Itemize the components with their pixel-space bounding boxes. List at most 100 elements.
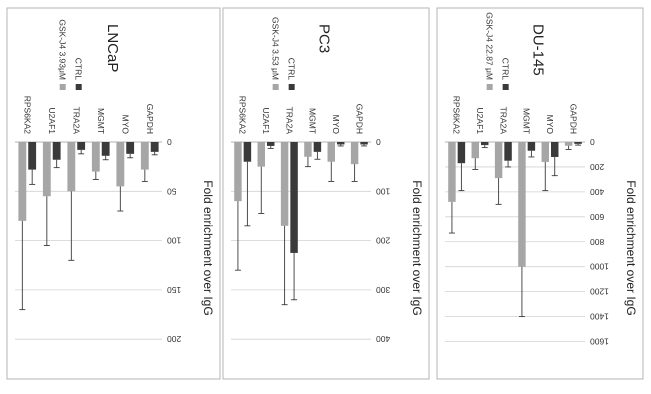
bar-ctrl <box>77 142 86 150</box>
bar-treatment <box>18 142 27 221</box>
category-label: TRA2A <box>284 107 294 135</box>
chart-panel-du-145: 0 200 400 600 800 1000 1200 1400 1600 Fold enrich… <box>436 7 644 380</box>
bar-ctrl <box>243 142 252 162</box>
bar-treatment <box>541 142 549 162</box>
y-tick-label: 0 <box>167 137 172 147</box>
category-label: RPS6KA2 <box>22 96 32 135</box>
legend-label-ctrl: CTRL <box>287 58 297 80</box>
legend-label-ctrl: CTRL <box>501 58 511 80</box>
category-label: MGMT <box>96 108 106 134</box>
chart-title: LNCaP <box>104 24 121 72</box>
y-tick-label: 0 <box>590 137 595 147</box>
legend-label-treatment: GSK-J4 22.87 μM <box>485 12 495 80</box>
bar-treatment <box>564 142 573 146</box>
category-label: U2AF1 <box>475 108 485 135</box>
y-tick-label: 1400 <box>590 312 609 322</box>
y-tick-label: 1200 <box>590 287 609 297</box>
panel-frame <box>6 7 221 380</box>
bar-ctrl <box>28 142 37 170</box>
y-tick-label: 400 <box>376 334 390 344</box>
category-label: U2AF1 <box>47 108 57 135</box>
bar-treatment <box>67 142 76 192</box>
y-tick-label: 50 <box>167 186 177 196</box>
category-label: MGMT <box>522 108 532 134</box>
bar-treatment <box>494 142 503 179</box>
category-label: GAPDH <box>568 104 578 134</box>
category-label: TRA2A <box>71 107 81 135</box>
legend-swatch-treatment <box>59 84 66 90</box>
category-label: RPS6KA2 <box>452 96 462 135</box>
bar-treatment <box>234 142 242 202</box>
category-label: MYO <box>120 115 130 135</box>
bar-ctrl <box>126 142 135 154</box>
y-tick-label: 1000 <box>590 262 609 272</box>
bar-treatment <box>91 142 100 172</box>
y-tick-label: 800 <box>590 237 604 247</box>
legend-swatch-ctrl <box>502 84 509 90</box>
bar-treatment <box>350 142 359 165</box>
chart-title: DU-145 <box>530 24 547 76</box>
category-label: GAPDH <box>354 104 364 134</box>
bar-treatment <box>280 142 289 226</box>
y-tick-label: 400 <box>590 187 604 197</box>
bar-ctrl <box>267 142 275 146</box>
y-axis-label: Fold enrichment over IgG <box>201 180 215 315</box>
chart-panel-pc3: 0 100 200 300 400 Fold enrichment over IgG GAP… <box>222 7 430 380</box>
y-axis-label: Fold enrichment over IgG <box>624 180 638 315</box>
bar-ctrl <box>574 142 582 144</box>
bar-ctrl <box>313 142 322 152</box>
panel-frame <box>436 7 644 380</box>
y-tick-label: 600 <box>590 212 604 222</box>
legend-label-treatment: GSK-J4 3.93μM <box>58 19 68 80</box>
y-axis-label: Fold enrichment over IgG <box>410 180 424 315</box>
rotated-figure-group: 0 50 100 150 200 Fold enrichment over IgG GAPD… <box>6 7 644 380</box>
bar-ctrl <box>101 142 110 156</box>
bar-treatment <box>327 142 335 162</box>
legend-swatch-treatment <box>272 84 279 90</box>
panel-frame <box>222 7 430 380</box>
legend-label-ctrl: CTRL <box>74 58 84 80</box>
y-tick-label: 100 <box>167 236 181 246</box>
category-label: MYO <box>545 115 555 135</box>
y-tick-label: 200 <box>167 334 181 344</box>
category-label: RPS6KA2 <box>238 96 248 135</box>
legend-label-treatment: GSK-J4 3.53 μM <box>271 17 281 80</box>
y-tick-label: 300 <box>376 285 390 295</box>
y-tick-label: 100 <box>376 186 390 196</box>
bar-ctrl <box>527 142 536 151</box>
bar-treatment <box>140 142 149 170</box>
chart-title: PC3 <box>316 24 333 53</box>
bar-treatment <box>116 142 125 187</box>
chart-panel-lncap: 0 50 100 150 200 Fold enrichment over IgG GAPD… <box>6 7 221 380</box>
y-tick-label: 200 <box>590 162 604 172</box>
bar-ctrl <box>337 142 345 145</box>
y-tick-label: 150 <box>167 285 181 295</box>
category-label: U2AF1 <box>261 108 271 135</box>
bar-ctrl <box>457 142 466 164</box>
bar-ctrl <box>290 142 298 253</box>
y-tick-label: 0 <box>376 137 381 147</box>
category-label: GAPDH <box>145 104 155 134</box>
category-label: TRA2A <box>498 107 508 135</box>
bar-ctrl <box>360 142 368 145</box>
bar-treatment <box>518 142 526 267</box>
bar-ctrl <box>504 142 512 161</box>
bar-ctrl <box>481 142 489 146</box>
legend-swatch-ctrl <box>75 84 82 90</box>
bar-treatment <box>471 142 479 159</box>
bar-ctrl <box>150 142 159 152</box>
y-tick-label: 200 <box>376 236 390 246</box>
category-label: MYO <box>331 115 341 135</box>
bar-treatment <box>42 142 51 197</box>
y-tick-label: 1600 <box>590 337 609 347</box>
bar-treatment <box>304 142 312 157</box>
bar-treatment <box>448 142 456 202</box>
bar-ctrl <box>52 142 61 160</box>
category-label: MGMT <box>308 108 318 134</box>
bar-treatment <box>257 142 265 167</box>
bar-ctrl <box>551 142 559 157</box>
legend-swatch-ctrl <box>288 84 295 90</box>
legend-swatch-treatment <box>486 84 493 90</box>
